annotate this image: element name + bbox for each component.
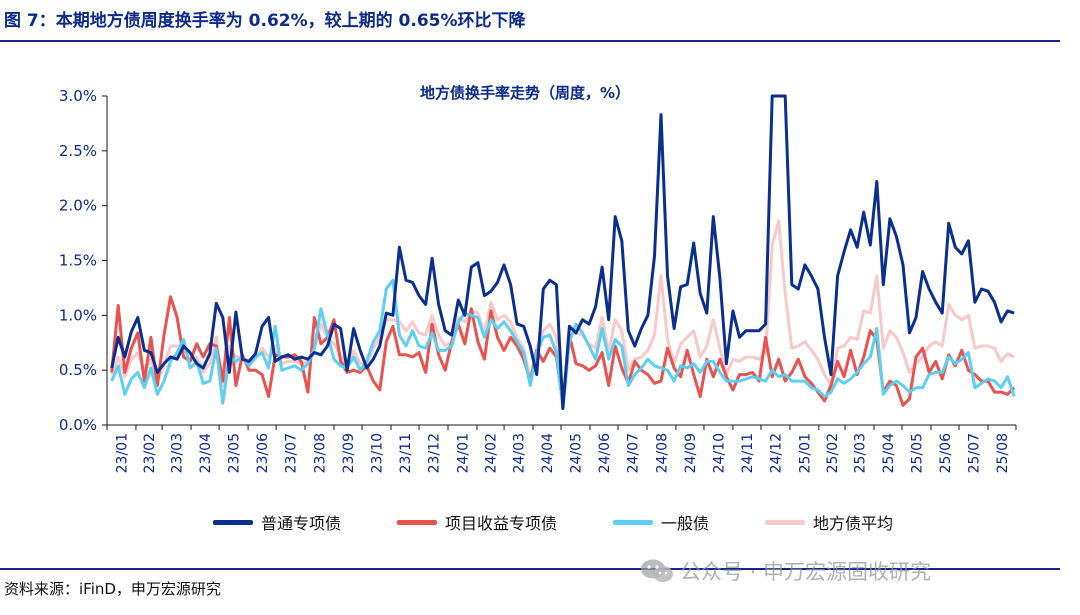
watermark-text: 公众号 · 申万宏源固收研究 <box>680 560 932 584</box>
legend-item: 项目收益专项债 <box>397 510 557 534</box>
legend-label: 普通专项债 <box>261 514 342 533</box>
x-tick-label: 25/08 <box>995 433 1011 473</box>
x-tick-label: 23/12 <box>427 433 443 473</box>
legend-label: 一般债 <box>661 514 710 533</box>
x-tick-label: 23/01 <box>114 433 130 473</box>
series-line-4 <box>110 219 1015 407</box>
x-tick-label: 24/12 <box>768 433 784 473</box>
x-tick-label: 25/05 <box>910 433 926 473</box>
page-title: 图 7：本期地方债周度换手率为 0.62%，较上期的 0.65%环比下降 <box>4 11 526 31</box>
chart-axes: 0.0% 0.5% 1.0% 1.5% 2.0% 2.5% 3.0% 23/01 23/02 23… <box>59 87 1017 473</box>
x-tick-label: 23/10 <box>370 433 386 473</box>
x-tick-label: 23/07 <box>284 433 300 473</box>
x-tick-label: 24/08 <box>654 433 670 473</box>
x-tick-label: 25/06 <box>938 433 954 473</box>
y-tick-label: 2.5% <box>59 142 97 160</box>
y-tick-label: 2.0% <box>59 197 97 215</box>
title-rule <box>0 40 1060 42</box>
legend-item: 一般债 <box>613 510 709 534</box>
series-line-1 <box>110 94 1015 411</box>
x-tick-label: 25/04 <box>881 433 897 473</box>
x-tick-label: 23/09 <box>341 433 357 473</box>
x-tick-label: 23/02 <box>142 433 158 473</box>
footer-rule <box>0 568 1060 570</box>
chart-series-lines <box>110 94 1016 411</box>
legend-label: 项目收益专项债 <box>445 514 558 533</box>
x-tick-label: 25/01 <box>797 433 813 473</box>
x-tick-label: 24/07 <box>626 433 642 473</box>
source-note: 资料来源：iFinD，申万宏源研究 <box>4 580 221 598</box>
x-tick-label: 24/01 <box>455 433 471 473</box>
legend-swatch <box>213 519 253 525</box>
x-tick-label: 23/05 <box>227 433 243 473</box>
y-tick-label: 3.0% <box>59 87 97 105</box>
y-tick-label: 1.0% <box>59 306 97 324</box>
chart-title: 地方债换手率走势（周度，%） <box>420 84 630 102</box>
x-tick-label: 24/03 <box>512 433 528 473</box>
x-tick-label: 23/11 <box>398 433 414 473</box>
x-tick-label: 23/06 <box>255 433 271 473</box>
x-tick-label: 24/10 <box>711 433 727 473</box>
x-tick-label: 23/03 <box>170 433 186 473</box>
x-tick-label: 24/06 <box>597 433 613 473</box>
legend-label: 地方债平均 <box>813 514 894 533</box>
x-tick-label: 24/11 <box>740 433 756 473</box>
x-tick-label: 25/07 <box>966 433 982 473</box>
wechat-icon <box>641 559 673 582</box>
x-tick-label: 25/02 <box>825 433 841 473</box>
x-tick-label: 24/09 <box>683 433 699 473</box>
y-tick-label: 0.5% <box>59 361 97 379</box>
y-tick-label: 1.5% <box>59 252 97 270</box>
line-chart: 地方债换手率走势（周度，%） 0.0% 0.5% 1.0% 1.5% 2.0% 2.5% 3… <box>59 84 1017 473</box>
chart-legend: 普通专项债 项目收益专项债 一般债 地方债平均 <box>213 510 949 534</box>
legend-swatch <box>397 519 438 525</box>
legend-swatch <box>613 519 654 525</box>
x-tick-label: 23/04 <box>198 433 214 473</box>
legend-swatch <box>765 519 806 525</box>
x-tick-label: 23/08 <box>313 433 329 473</box>
x-tick-label: 25/03 <box>853 433 869 473</box>
legend-item: 地方债平均 <box>765 510 893 534</box>
x-tick-label: 24/02 <box>483 433 499 473</box>
y-tick-label: 0.0% <box>59 416 97 434</box>
x-tick-label: 24/05 <box>569 433 585 473</box>
x-tick-label: 24/04 <box>540 433 556 473</box>
legend-item: 普通专项债 <box>213 510 341 534</box>
watermark: 公众号 · 申万宏源固收研究 <box>640 556 931 586</box>
